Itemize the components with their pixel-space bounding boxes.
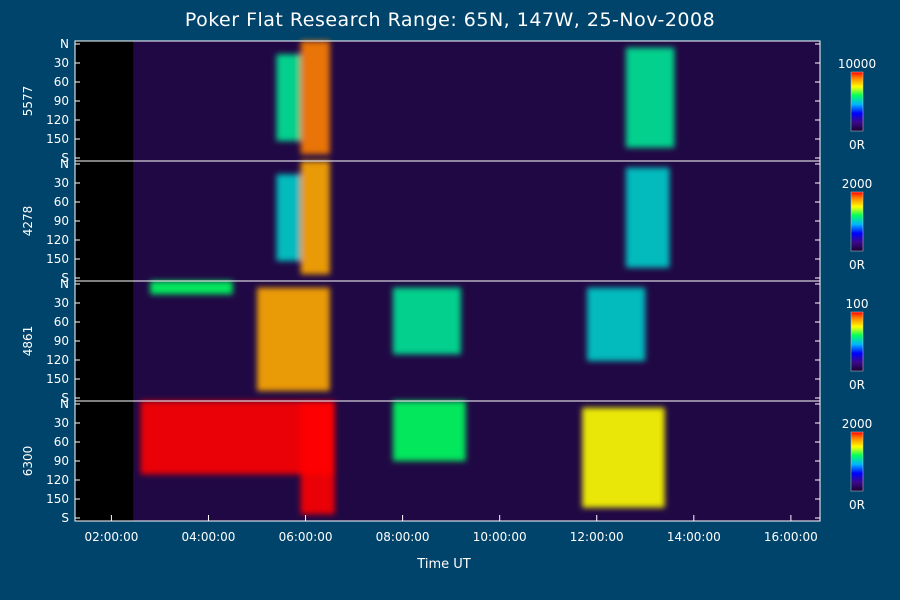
- colorbar-max-label: 10000: [838, 57, 876, 71]
- y-tick-label: 150: [46, 132, 69, 146]
- emission-features: [276, 41, 675, 155]
- y-tick-label: 30: [54, 416, 69, 430]
- y-tick-label: S: [61, 151, 69, 165]
- x-tick-label: 06:00:00: [279, 530, 333, 544]
- emission-feature: [276, 54, 301, 142]
- panel-data-field: [133, 161, 821, 281]
- x-tick-label: 12:00:00: [570, 530, 624, 544]
- y-tick-label: 120: [46, 113, 69, 127]
- y-tick-label: 150: [46, 252, 69, 266]
- colorbar-max-label: 100: [846, 297, 869, 311]
- keogram-panel-5577: N 30 60 90 120 150 S 5577 10000 0R: [21, 37, 876, 165]
- y-tick-label: 30: [54, 176, 69, 190]
- colorbar-max-label: 2000: [842, 177, 873, 191]
- panel-wavelength-label: 5577: [21, 86, 35, 117]
- emission-feature: [587, 287, 646, 361]
- y-tick-label: N: [60, 397, 69, 411]
- y-tick-label: S: [61, 271, 69, 285]
- y-tick-label: 90: [54, 334, 69, 348]
- emission-feature: [300, 41, 330, 155]
- y-tick-label: 60: [54, 315, 69, 329]
- colorbar-min-label: 0R: [849, 258, 865, 272]
- y-tick-label: 60: [54, 435, 69, 449]
- chart-title: Poker Flat Research Range: 65N, 147W, 25…: [184, 9, 716, 31]
- y-tick-label: N: [60, 37, 69, 51]
- y-tick-label: N: [60, 277, 69, 291]
- x-tick-label: 10:00:00: [473, 530, 527, 544]
- emission-features: [140, 401, 665, 515]
- colorbar-max-label: 2000: [842, 417, 873, 431]
- y-tick-label: S: [61, 511, 69, 525]
- emission-feature: [392, 401, 466, 461]
- y-tick-label: 90: [54, 454, 69, 468]
- colorbar: [850, 191, 864, 252]
- keogram-panel-4861: N 30 60 90 120 150 S 4861 100 0R: [21, 277, 868, 405]
- y-tick-label: 30: [54, 56, 69, 70]
- y-tick-label: 150: [46, 492, 69, 506]
- colorbar-min-label: 0R: [849, 498, 865, 512]
- emission-feature: [150, 281, 233, 295]
- x-tick-label: 02:00:00: [84, 530, 138, 544]
- panel-wavelength-label: 4861: [21, 326, 35, 357]
- emission-features: [276, 161, 670, 275]
- emission-feature: [257, 287, 330, 391]
- y-tick-label: 60: [54, 195, 69, 209]
- colorbar: [850, 71, 864, 132]
- y-tick-label: 60: [54, 75, 69, 89]
- emission-feature: [392, 287, 461, 355]
- emission-feature: [276, 174, 301, 261]
- panel-data-field: [133, 41, 821, 161]
- colorbar-min-label: 0R: [849, 138, 865, 152]
- panel-wavelength-label: 6300: [21, 446, 35, 477]
- emission-feature: [300, 401, 335, 515]
- panel-wavelength-label: 4278: [21, 206, 35, 237]
- x-tick-label: 14:00:00: [667, 530, 721, 544]
- y-tick-label: 120: [46, 233, 69, 247]
- emission-feature: [625, 167, 670, 268]
- keogram-panel-4278: N 30 60 90 120 150 S 4278 2000 0R: [21, 157, 872, 285]
- panel-data-field: [133, 281, 821, 401]
- colorbar-min-label: 0R: [849, 378, 865, 392]
- y-tick-label: 90: [54, 214, 69, 228]
- x-tick-label: 08:00:00: [376, 530, 430, 544]
- emission-feature: [582, 407, 665, 508]
- y-tick-label: 150: [46, 372, 69, 386]
- keogram-panel-6300: N 30 60 90 120 150 S 6300 2000 0R: [21, 397, 872, 525]
- colorbar: [850, 431, 864, 492]
- x-tick-label: 16:00:00: [764, 530, 818, 544]
- emission-feature: [300, 161, 330, 275]
- y-tick-label: S: [61, 391, 69, 405]
- x-tick-label: 04:00:00: [182, 530, 236, 544]
- x-axis-label: Time UT: [416, 557, 470, 572]
- y-tick-label: 120: [46, 473, 69, 487]
- emission-features: [150, 281, 646, 391]
- y-tick-label: 90: [54, 94, 69, 108]
- y-tick-label: 120: [46, 353, 69, 367]
- y-tick-label: 30: [54, 296, 69, 310]
- emission-feature: [625, 47, 675, 148]
- colorbar: [850, 311, 864, 372]
- y-tick-label: N: [60, 157, 69, 171]
